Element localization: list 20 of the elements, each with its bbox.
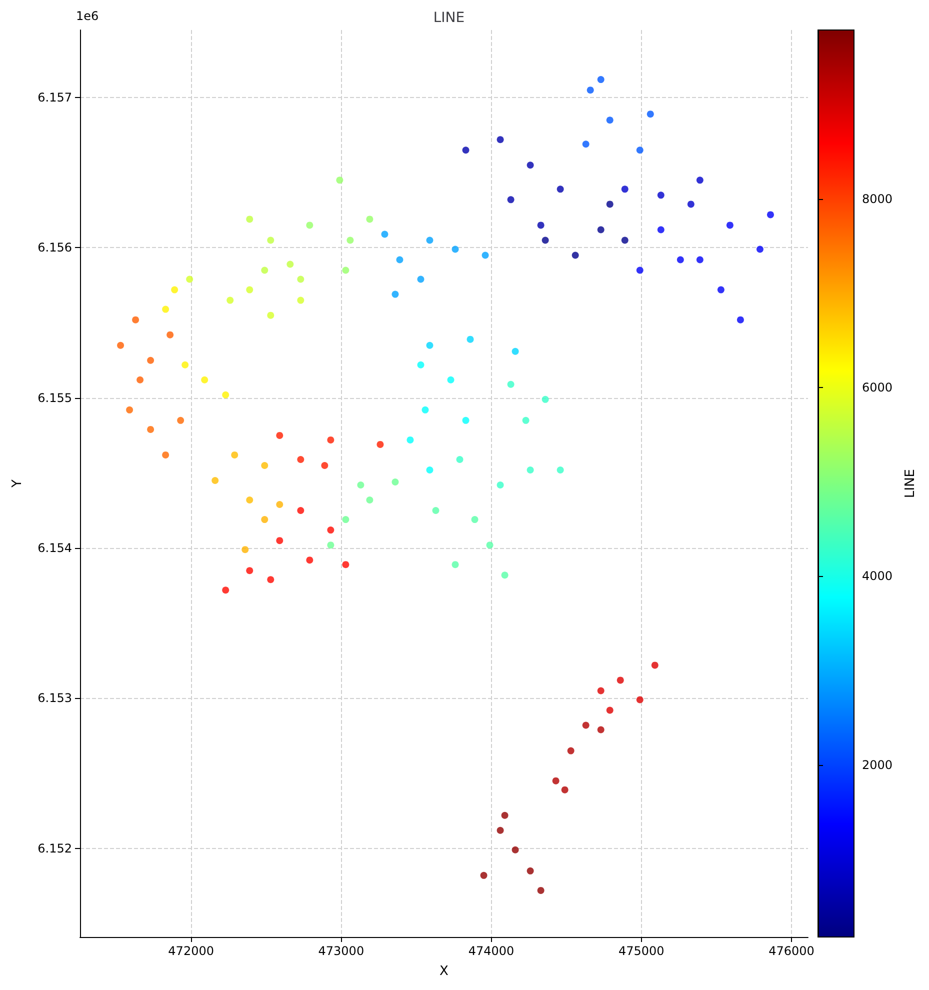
x-tick-label: 475000 [618, 944, 664, 958]
x-tick-label: 474000 [468, 944, 514, 958]
text: 1e6 [76, 9, 99, 23]
y-tick-label: 6.155 [38, 390, 72, 405]
color-bar-label: 8000 [862, 192, 893, 206]
y-tick-label: 6.154 [38, 541, 72, 556]
color-bar-label: 2000 [862, 758, 893, 772]
x-axis-title: X [440, 964, 449, 979]
x-tick-label: 472000 [168, 944, 214, 958]
y-tick-label: 6.156 [38, 240, 72, 255]
color-bar-title: LINE [903, 468, 918, 498]
y-axis-title: Y [10, 479, 25, 488]
y-tick-label: 6.153 [38, 691, 72, 706]
y-tick-label: 6.152 [38, 841, 72, 856]
color-bar-label: 4000 [862, 569, 893, 584]
chart-title: LINE [433, 10, 465, 26]
y-tick-label: 6.157 [38, 90, 72, 105]
color-bar-label: 6000 [862, 380, 893, 395]
x-tick-label: 473000 [318, 944, 364, 958]
x-tick-label: 476000 [768, 944, 814, 958]
